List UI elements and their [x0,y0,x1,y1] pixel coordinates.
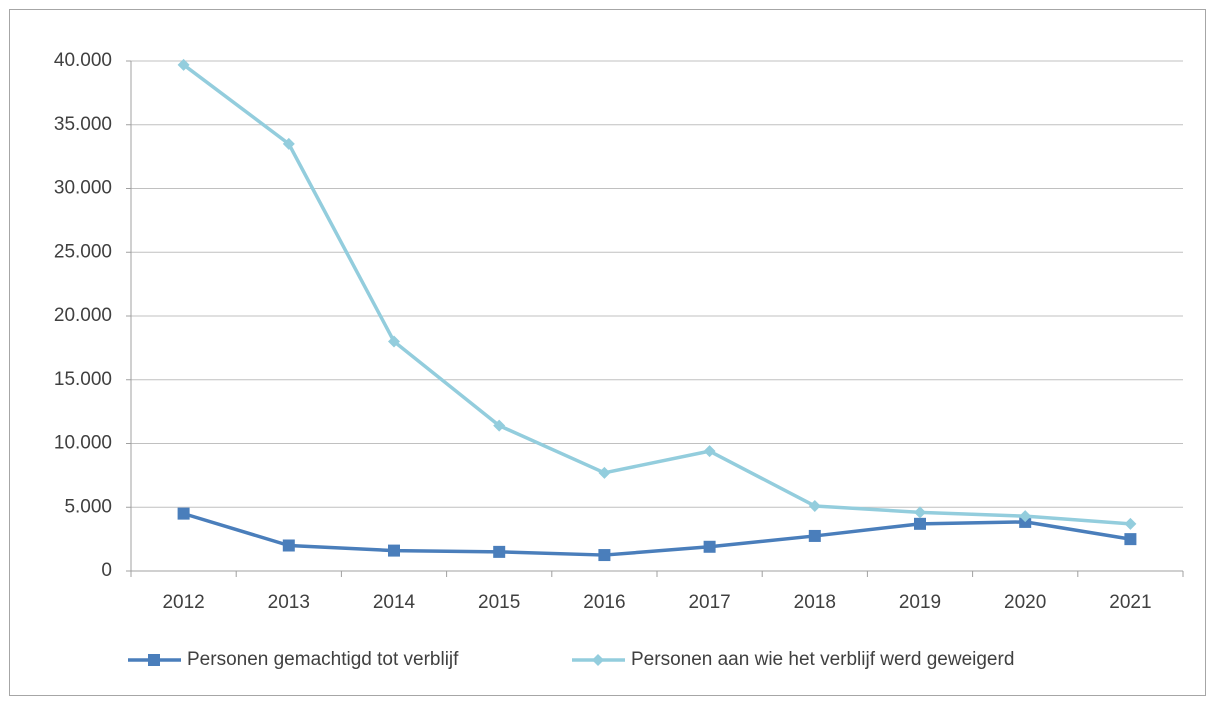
x-tick-label: 2018 [794,592,836,613]
x-tick-label: 2012 [162,592,204,613]
x-tick-label: 2019 [899,592,941,613]
y-tick-label: 20.000 [54,305,112,326]
x-tick-label: 2015 [478,592,520,613]
marker [703,540,716,553]
series-line [182,63,1131,526]
marker [808,499,821,512]
marker [282,137,295,150]
marker [177,507,190,520]
legend-label: Personen aan wie het verblijf werd gewei… [631,649,1014,670]
marker [282,539,295,552]
marker [493,545,506,558]
legend-label: Personen gemachtigd tot verblijf [187,649,459,670]
legend-marker [592,654,604,666]
chart-border [9,9,1206,696]
x-tick-label: 2013 [268,592,310,613]
marker [493,419,506,432]
y-tick-label: 30.000 [54,178,112,199]
marker [1019,510,1032,523]
marker [388,544,400,557]
y-tick-label: 15.000 [54,369,112,390]
marker [388,335,400,348]
marker [1124,517,1137,530]
x-tick-label: 2021 [1109,592,1151,613]
y-tick-label: 10.000 [54,433,112,454]
marker [598,549,611,562]
marker [703,445,716,458]
marker [177,58,190,71]
marker [808,529,821,542]
y-tick-label: 25.000 [54,241,112,262]
x-tick-label: 2014 [373,592,416,613]
y-tick-label: 35.000 [54,114,112,135]
y-tick-label: 0 [101,560,112,581]
y-tick-label: 5.000 [64,496,112,517]
marker [914,506,926,519]
marker [914,517,926,530]
y-tick-label: 40.000 [54,50,112,71]
x-tick-label: 2017 [688,592,730,613]
legend-marker [148,654,160,666]
x-tick-label: 2016 [583,592,625,613]
marker [598,466,611,479]
x-tick-label: 2020 [1004,592,1046,613]
series-line [183,511,1131,557]
marker [1124,533,1137,546]
